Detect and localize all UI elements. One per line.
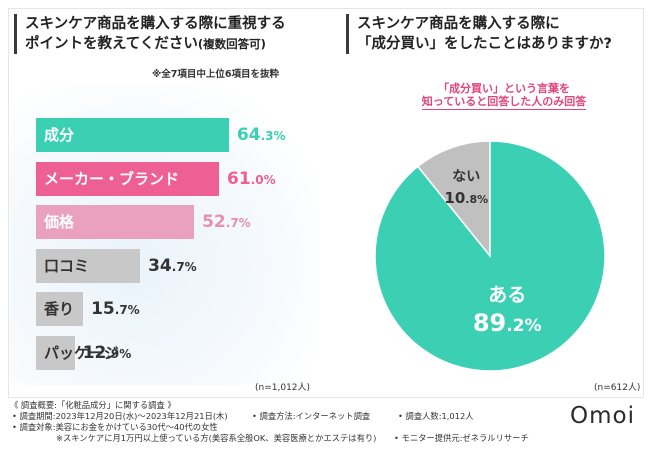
bar-value-integer: 61 bbox=[227, 168, 251, 189]
left-panel-note: ※全7項目中上位6項目を抜粋 bbox=[152, 69, 279, 80]
bar-value-decimal: .7% bbox=[225, 216, 251, 230]
bar-value-label: 15.7% bbox=[91, 301, 140, 319]
bar-value-integer: 64 bbox=[236, 125, 261, 145]
bar-category-label: 口コミ bbox=[44, 256, 90, 275]
pie-label-yes: ある bbox=[488, 284, 526, 306]
left-title-suffix: (複数回答可) bbox=[197, 37, 266, 51]
bar-4 bbox=[36, 248, 141, 283]
bar-category-label: メーカー・ブランド bbox=[44, 169, 180, 188]
footer-target: • 調査対象:美容にお金をかけている30代〜40代の女性 bbox=[12, 422, 218, 432]
footer-respondents: • 調査人数:1,012人 bbox=[398, 411, 474, 421]
right-title-line1: スキンケア商品を購入する際に bbox=[357, 16, 560, 32]
pie-callout: 「成分買い」という言葉を 知っていると回答した人のみ回答 bbox=[418, 82, 590, 110]
left-title-line1: スキンケア商品を購入する際に重視する bbox=[25, 16, 286, 32]
bar-value-integer: 15 bbox=[91, 299, 115, 319]
bar-value-label: 12.9% bbox=[82, 342, 132, 363]
bar-6 bbox=[36, 335, 75, 370]
bar-value-label: 52.7% bbox=[202, 214, 251, 232]
bar-1 bbox=[36, 118, 229, 152]
bar-value-decimal: .0% bbox=[250, 172, 276, 187]
left-panel-title: スキンケア商品を購入する際に重視する ポイントを教えてください(複数回答可) bbox=[14, 14, 286, 54]
bar-value-decimal: .9% bbox=[106, 346, 132, 361]
bar-2 bbox=[36, 161, 219, 196]
bar-3 bbox=[36, 205, 195, 239]
bar-value-integer: 52 bbox=[202, 212, 226, 232]
footer-provider: • モニター提供元:ゼネラルリサーチ bbox=[394, 433, 529, 443]
bar-5 bbox=[36, 292, 84, 326]
pie-label-no: ない bbox=[452, 169, 480, 185]
bar-chart-n-label: (n=1,012人) bbox=[255, 383, 311, 393]
bar-category-label: 香り bbox=[44, 300, 75, 318]
bar-value-label: 34.7% bbox=[148, 255, 197, 276]
footer-survey-title: 《 調査概要:「化粧品成分」に関する調査 》 bbox=[10, 400, 176, 410]
bar-value-integer: 12 bbox=[82, 342, 107, 363]
footer-method: • 調査方法:インターネット調査 bbox=[252, 411, 371, 421]
bar-value-integer: 34 bbox=[148, 255, 172, 276]
pie-value-no: 10.8% bbox=[444, 189, 488, 207]
pie-slice-no bbox=[416, 140, 491, 259]
pie-value-yes: 89.2% bbox=[473, 309, 542, 337]
brand-logo: Omoi bbox=[570, 403, 635, 429]
pie-chart-n-label: (n=612人) bbox=[594, 383, 641, 393]
bar-category-label: 価格 bbox=[44, 213, 75, 231]
left-title-line2: ポイントを教えてください bbox=[25, 36, 198, 52]
bar-value-decimal: .7% bbox=[114, 303, 140, 317]
bar-value-decimal: .7% bbox=[171, 259, 197, 274]
footer-target-note: ※スキンケアに月1万円以上使っている方(美容系全般OK、美容医療とかエステは有り… bbox=[56, 433, 377, 443]
bar-category-label: 成分 bbox=[44, 126, 75, 144]
bar-value-label: 64.3% bbox=[237, 127, 286, 145]
bar-category-label: パッケージ bbox=[44, 343, 119, 362]
footer-period: • 調査期間:2023年12月20日(水)〜2023年12月21日(木) bbox=[12, 411, 228, 421]
right-title-line2: 「成分買い」をしたことはありますか? bbox=[357, 36, 612, 52]
pie-slice-yes bbox=[374, 140, 606, 372]
callout-line1: 「成分買い」という言葉を bbox=[438, 82, 570, 95]
callout-line2: 知っていると回答した人のみ回答 bbox=[421, 95, 587, 110]
right-panel-title: スキンケア商品を購入する際に 「成分買い」をしたことはありますか? bbox=[346, 14, 612, 54]
bar-value-label: 61.0% bbox=[227, 168, 276, 189]
bar-value-decimal: .3% bbox=[260, 129, 286, 143]
